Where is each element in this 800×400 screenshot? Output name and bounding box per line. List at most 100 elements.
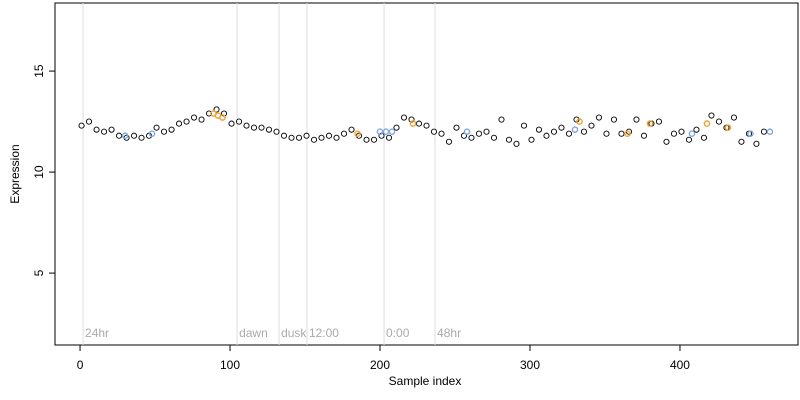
data-point [543,132,550,139]
data-point [243,122,250,129]
data-point [724,124,732,131]
data-point [678,128,685,135]
data-point [376,128,384,135]
data-point [93,126,100,133]
data-point [753,140,760,147]
data-point [354,130,361,137]
data-point [730,114,738,121]
data-point [670,130,678,137]
data-point [603,130,610,137]
data-point [685,136,693,143]
data-point [618,130,625,137]
data-point [340,130,348,137]
plot-frame [54,2,799,346]
data-point [565,130,573,137]
data-point [528,136,535,143]
data-point [265,126,273,133]
data-point [115,132,123,139]
data-point [580,128,588,135]
data-point [348,126,355,133]
data-point [385,134,393,141]
data-point [333,134,340,141]
data-point [198,116,205,123]
data-point [663,138,670,145]
data-point [423,122,430,129]
annotation-label: 12:00 [309,326,339,340]
data-point [160,128,168,135]
data-point [520,122,528,129]
data-point [78,122,85,129]
data-point [258,124,265,131]
data-point [438,130,445,137]
data-point [640,132,648,139]
data-point [513,140,520,147]
data-point [219,114,226,121]
data-point [409,120,417,127]
data-point [483,128,490,135]
data-point [688,130,696,137]
data-point [393,124,400,131]
x-tick-label: 100 [220,358,240,372]
data-point [121,132,129,140]
data-point [388,128,396,135]
data-point [463,128,471,135]
data-point [190,114,198,121]
data-point [85,118,93,125]
data-point [273,128,280,135]
data-point [303,132,310,139]
data-point [168,126,175,133]
data-point [550,128,558,135]
data-point [760,128,768,135]
data-point [175,120,183,127]
data-point [475,130,483,137]
data-point [700,134,708,141]
data-point [370,136,378,143]
data-point [138,134,145,141]
data-point [453,124,460,131]
data-point [715,118,723,125]
data-point [235,118,243,125]
y-tick-label: 5 [32,269,46,276]
annotation-label: 24hr [85,326,109,340]
data-point [130,132,138,139]
data-point [100,128,108,135]
x-tick-label: 400 [670,358,690,372]
data-point [318,134,325,141]
data-point [505,136,513,143]
data-point [595,114,603,121]
data-point [708,112,715,119]
data-point [655,118,663,125]
y-tick-label: 10 [32,165,46,179]
x-axis-label: Sample index [389,374,462,388]
data-point [153,124,160,131]
data-point [445,138,453,145]
data-point [646,120,654,127]
data-point [400,114,408,121]
data-point [766,128,774,135]
data-point [280,132,288,139]
data-point [325,132,333,139]
data-point [576,118,583,125]
data-point [183,118,190,125]
annotation-label: 0:00 [386,326,410,340]
annotation-label: dusk [281,326,307,340]
data-point [738,138,745,145]
annotation-label: 48hr [437,326,461,340]
data-point [228,120,235,127]
data-point [363,136,370,143]
y-axis-label: Expression [8,144,22,203]
data-point [108,126,115,133]
x-tick-label: 200 [370,358,390,372]
data-point [624,130,631,137]
data-point [558,124,565,131]
data-point [747,130,754,137]
x-tick-label: 0 [77,358,84,372]
data-point [633,116,640,123]
data-point [693,126,700,133]
data-point [250,124,258,131]
data-point [288,134,295,141]
data-point [148,130,156,137]
data-point [415,120,423,127]
data-point [610,116,618,123]
